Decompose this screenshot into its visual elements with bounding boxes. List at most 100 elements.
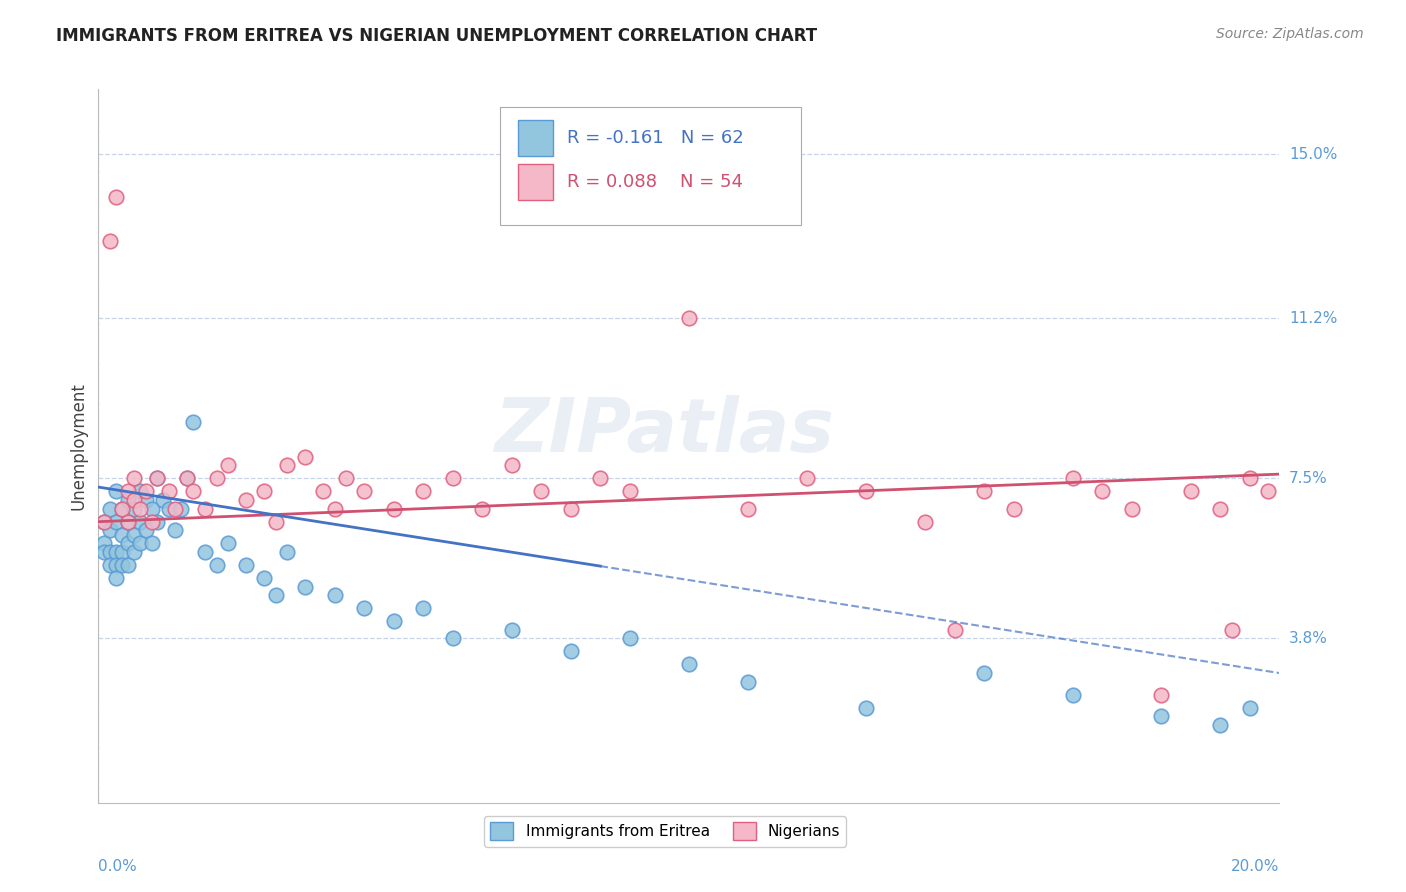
- Point: [128, 484, 150, 499]
- Point: [194, 501, 217, 516]
- Point: [1220, 623, 1243, 637]
- Point: [294, 450, 316, 464]
- Text: R = -0.161   N = 62: R = -0.161 N = 62: [567, 128, 744, 146]
- Point: [122, 471, 145, 485]
- Point: [323, 588, 346, 602]
- Point: [294, 580, 316, 594]
- Point: [111, 501, 134, 516]
- Point: [93, 515, 115, 529]
- Point: [264, 588, 287, 602]
- Point: [141, 515, 163, 529]
- Point: [105, 545, 128, 559]
- Point: [737, 674, 759, 689]
- Point: [157, 501, 180, 516]
- Point: [165, 501, 187, 516]
- Point: [111, 545, 134, 559]
- Point: [353, 484, 375, 499]
- Point: [128, 536, 150, 550]
- Point: [111, 527, 134, 541]
- Point: [117, 484, 139, 499]
- Point: [1091, 484, 1114, 499]
- Point: [1239, 471, 1261, 485]
- Point: [412, 484, 434, 499]
- Text: 3.8%: 3.8%: [1289, 631, 1327, 646]
- Point: [530, 484, 553, 499]
- Text: 15.0%: 15.0%: [1289, 146, 1337, 161]
- Point: [235, 493, 257, 508]
- Point: [560, 501, 582, 516]
- Point: [217, 458, 239, 473]
- Point: [146, 471, 169, 485]
- FancyBboxPatch shape: [517, 120, 553, 155]
- Point: [589, 471, 612, 485]
- Point: [105, 558, 128, 572]
- Point: [181, 415, 204, 429]
- Point: [93, 536, 115, 550]
- Text: 7.5%: 7.5%: [1289, 471, 1327, 486]
- Y-axis label: Unemployment: Unemployment: [69, 382, 87, 510]
- Text: Source: ZipAtlas.com: Source: ZipAtlas.com: [1216, 27, 1364, 41]
- Point: [1062, 688, 1084, 702]
- Point: [973, 484, 995, 499]
- Point: [117, 493, 139, 508]
- Point: [560, 644, 582, 658]
- Point: [471, 501, 494, 516]
- Point: [737, 501, 759, 516]
- Legend: Immigrants from Eritrea, Nigerians: Immigrants from Eritrea, Nigerians: [484, 815, 846, 847]
- Point: [441, 632, 464, 646]
- Point: [1209, 501, 1232, 516]
- Point: [1062, 471, 1084, 485]
- Point: [412, 601, 434, 615]
- Point: [117, 558, 139, 572]
- Text: ZIPatlas: ZIPatlas: [495, 395, 835, 468]
- Point: [914, 515, 936, 529]
- Point: [619, 484, 641, 499]
- Point: [111, 501, 134, 516]
- Point: [382, 614, 405, 628]
- Point: [98, 501, 121, 516]
- Point: [1150, 709, 1173, 723]
- Point: [382, 501, 405, 516]
- Point: [973, 666, 995, 681]
- Point: [98, 558, 121, 572]
- Point: [117, 536, 139, 550]
- Point: [264, 515, 287, 529]
- Point: [105, 571, 128, 585]
- Point: [98, 545, 121, 559]
- Point: [235, 558, 257, 572]
- Point: [157, 484, 180, 499]
- Point: [943, 623, 966, 637]
- Point: [111, 558, 134, 572]
- Point: [276, 458, 298, 473]
- Point: [501, 623, 523, 637]
- Point: [122, 545, 145, 559]
- Point: [194, 545, 217, 559]
- Point: [205, 471, 228, 485]
- Point: [146, 515, 169, 529]
- Point: [135, 524, 157, 538]
- Point: [105, 484, 128, 499]
- Point: [128, 501, 150, 516]
- Text: 11.2%: 11.2%: [1289, 311, 1337, 326]
- Point: [146, 471, 169, 485]
- Point: [1002, 501, 1025, 516]
- Point: [135, 493, 157, 508]
- Point: [122, 501, 145, 516]
- Point: [128, 515, 150, 529]
- Point: [181, 484, 204, 499]
- FancyBboxPatch shape: [501, 107, 801, 225]
- Point: [855, 700, 877, 714]
- Point: [312, 484, 335, 499]
- Point: [276, 545, 298, 559]
- Point: [105, 190, 128, 204]
- Point: [217, 536, 239, 550]
- Text: 0.0%: 0.0%: [98, 859, 138, 874]
- Point: [152, 493, 174, 508]
- Point: [93, 515, 115, 529]
- Text: IMMIGRANTS FROM ERITREA VS NIGERIAN UNEMPLOYMENT CORRELATION CHART: IMMIGRANTS FROM ERITREA VS NIGERIAN UNEM…: [56, 27, 817, 45]
- Point: [353, 601, 375, 615]
- Point: [678, 311, 700, 326]
- Point: [135, 484, 157, 499]
- Text: 20.0%: 20.0%: [1232, 859, 1279, 874]
- Point: [501, 458, 523, 473]
